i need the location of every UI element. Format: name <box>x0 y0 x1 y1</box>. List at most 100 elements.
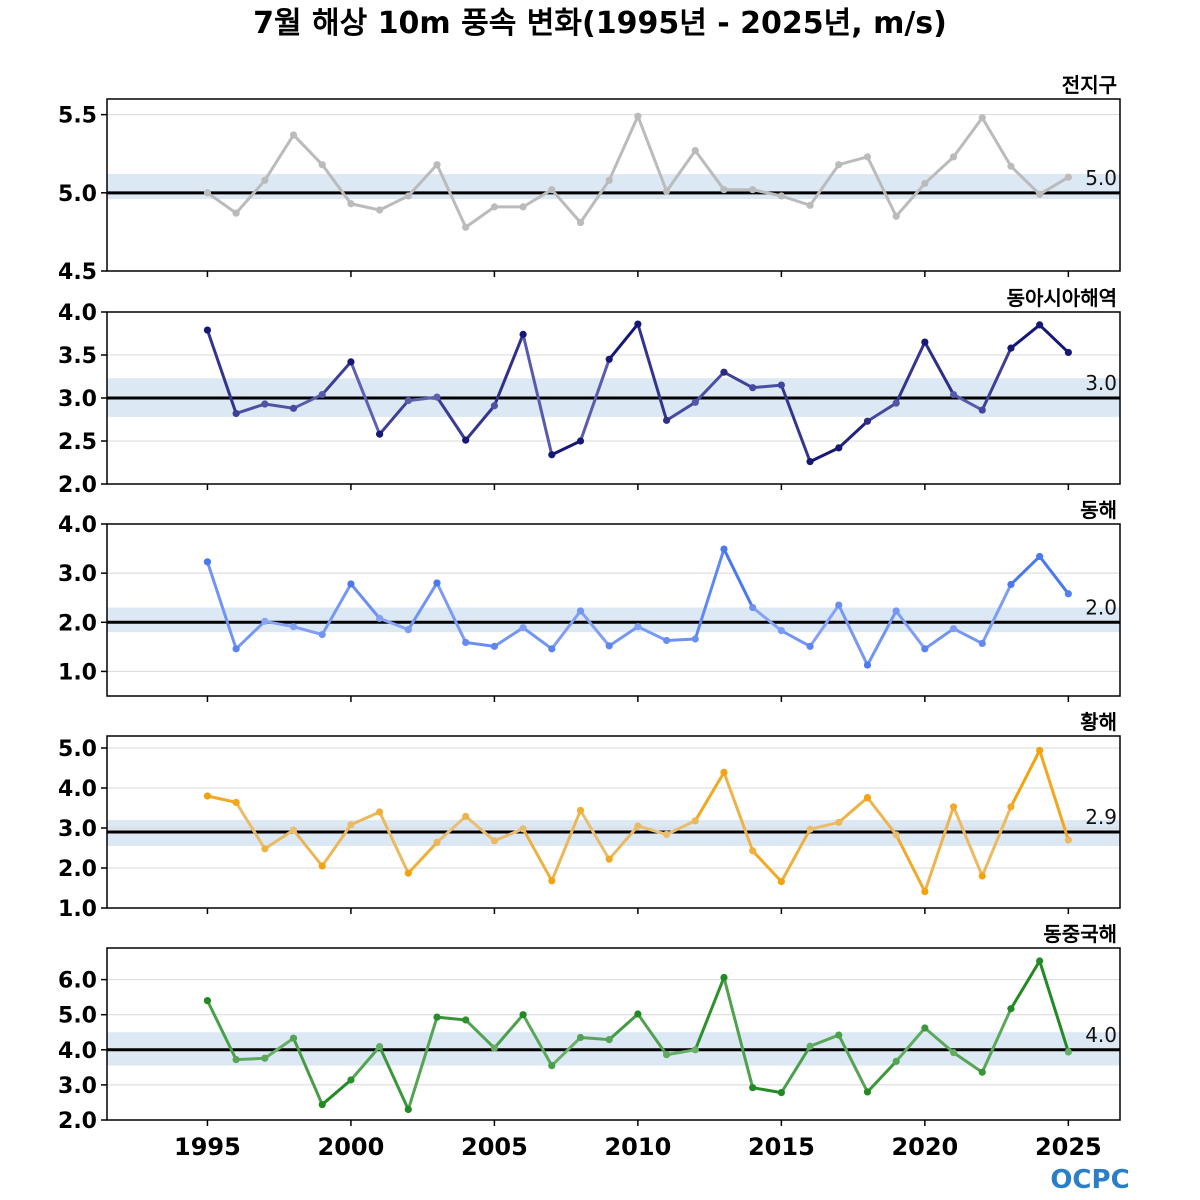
series-segment <box>751 606 783 633</box>
series-segment <box>779 1044 812 1095</box>
series-line <box>203 320 1072 466</box>
series-segment <box>378 1045 410 1111</box>
data-point-2003 <box>433 161 441 169</box>
series-segment <box>292 625 324 637</box>
series-segment <box>923 155 956 185</box>
data-point-2006 <box>519 330 527 338</box>
data-point-2009 <box>605 642 613 650</box>
data-point-1995 <box>203 189 212 197</box>
data-point-2003 <box>433 838 441 847</box>
data-point-2005 <box>490 642 499 650</box>
series-segment <box>693 547 726 641</box>
series-segment <box>636 114 669 193</box>
series-segment <box>923 340 956 397</box>
series-segment <box>607 824 640 861</box>
data-point-2016 <box>806 201 814 209</box>
data-point-2007 <box>548 186 556 194</box>
data-point-2003 <box>433 393 441 401</box>
data-point-2008 <box>576 806 585 815</box>
series-segment <box>751 849 783 884</box>
x-axis: 1995 2000 2005 2010 2015 2020 2025 <box>174 1133 1102 1161</box>
series-segment <box>865 1059 898 1094</box>
x-tick-label: 2020 <box>891 1133 958 1161</box>
series-segment <box>1009 323 1042 350</box>
panel-3: 1.0 2.0 3.0 4.0 5.0 황해 2.9 <box>58 710 1121 922</box>
series-segment <box>1009 959 1042 1011</box>
panel-name: 동중국해 <box>1043 922 1117 946</box>
mean-label: 2.9 <box>1085 805 1117 829</box>
series-segment <box>521 626 554 651</box>
series-segment <box>464 404 496 442</box>
series-segment <box>693 370 726 404</box>
data-point-1998 <box>289 1034 298 1042</box>
y-tick-label: 1.0 <box>58 897 97 922</box>
data-point-2015 <box>777 878 785 886</box>
data-point-1998 <box>289 826 298 834</box>
series-segment <box>751 188 783 198</box>
series-segment <box>320 360 353 397</box>
y-tick-label: 3.0 <box>58 562 97 587</box>
series-segment <box>607 1012 640 1042</box>
data-point-2012 <box>691 1046 699 1054</box>
data-point-2003 <box>433 579 441 587</box>
y-tick-label: 2.0 <box>58 1109 97 1134</box>
data-point-1997 <box>261 845 269 853</box>
data-point-2004 <box>462 1016 470 1024</box>
series-segment <box>578 357 611 443</box>
series-segment <box>550 1036 582 1068</box>
series-segment <box>205 328 238 415</box>
series-segment <box>980 346 1013 412</box>
series-segment <box>349 360 382 436</box>
x-tick-label: 2005 <box>461 1133 528 1161</box>
series-segment <box>808 603 841 648</box>
data-point-2018 <box>863 661 872 669</box>
series-segment <box>292 1036 324 1107</box>
series-segment <box>779 629 812 648</box>
data-point-2016 <box>806 1042 814 1050</box>
series-segment <box>406 163 439 198</box>
data-point-2019 <box>892 831 900 839</box>
panel-name: 동해 <box>1080 498 1117 522</box>
data-point-2020 <box>921 338 929 346</box>
data-point-2006 <box>519 624 527 632</box>
data-point-2009 <box>605 176 613 184</box>
series-segment <box>636 1012 669 1057</box>
series-segment <box>234 402 267 415</box>
series-segment <box>980 1007 1013 1074</box>
data-point-2013 <box>720 545 728 553</box>
series-segment <box>550 808 582 883</box>
data-point-2021 <box>949 390 958 399</box>
data-point-2021 <box>949 153 958 161</box>
data-point-2017 <box>835 161 843 169</box>
series-segment <box>464 814 496 843</box>
series-segment <box>435 163 468 229</box>
data-point-2014 <box>749 186 757 194</box>
data-point-2019 <box>892 212 900 220</box>
series-segment <box>722 547 755 610</box>
data-point-1995 <box>203 997 212 1005</box>
data-point-1998 <box>289 131 298 139</box>
series-segment <box>378 194 410 212</box>
y-tick-label: 4.0 <box>58 301 97 326</box>
series-segment <box>435 395 468 442</box>
data-point-1996 <box>232 798 240 807</box>
data-point-2018 <box>863 794 872 802</box>
series-segment <box>894 1026 927 1063</box>
data-point-2024 <box>1036 746 1044 755</box>
data-point-2023 <box>1007 344 1015 352</box>
data-point-1996 <box>232 209 240 217</box>
data-point-1999 <box>318 161 326 169</box>
data-point-2019 <box>892 1057 900 1065</box>
series-segment <box>923 805 956 894</box>
mean-label: 5.0 <box>1085 166 1117 190</box>
data-point-2020 <box>921 179 929 188</box>
series-segment <box>292 133 324 167</box>
data-point-2001 <box>376 430 384 438</box>
series-segment <box>837 155 869 167</box>
data-point-2005 <box>490 1044 499 1052</box>
data-point-2015 <box>777 627 785 635</box>
series-segment <box>435 1015 468 1022</box>
data-point-2004 <box>462 436 470 444</box>
series-segment <box>435 581 468 644</box>
data-point-2015 <box>777 1089 785 1097</box>
